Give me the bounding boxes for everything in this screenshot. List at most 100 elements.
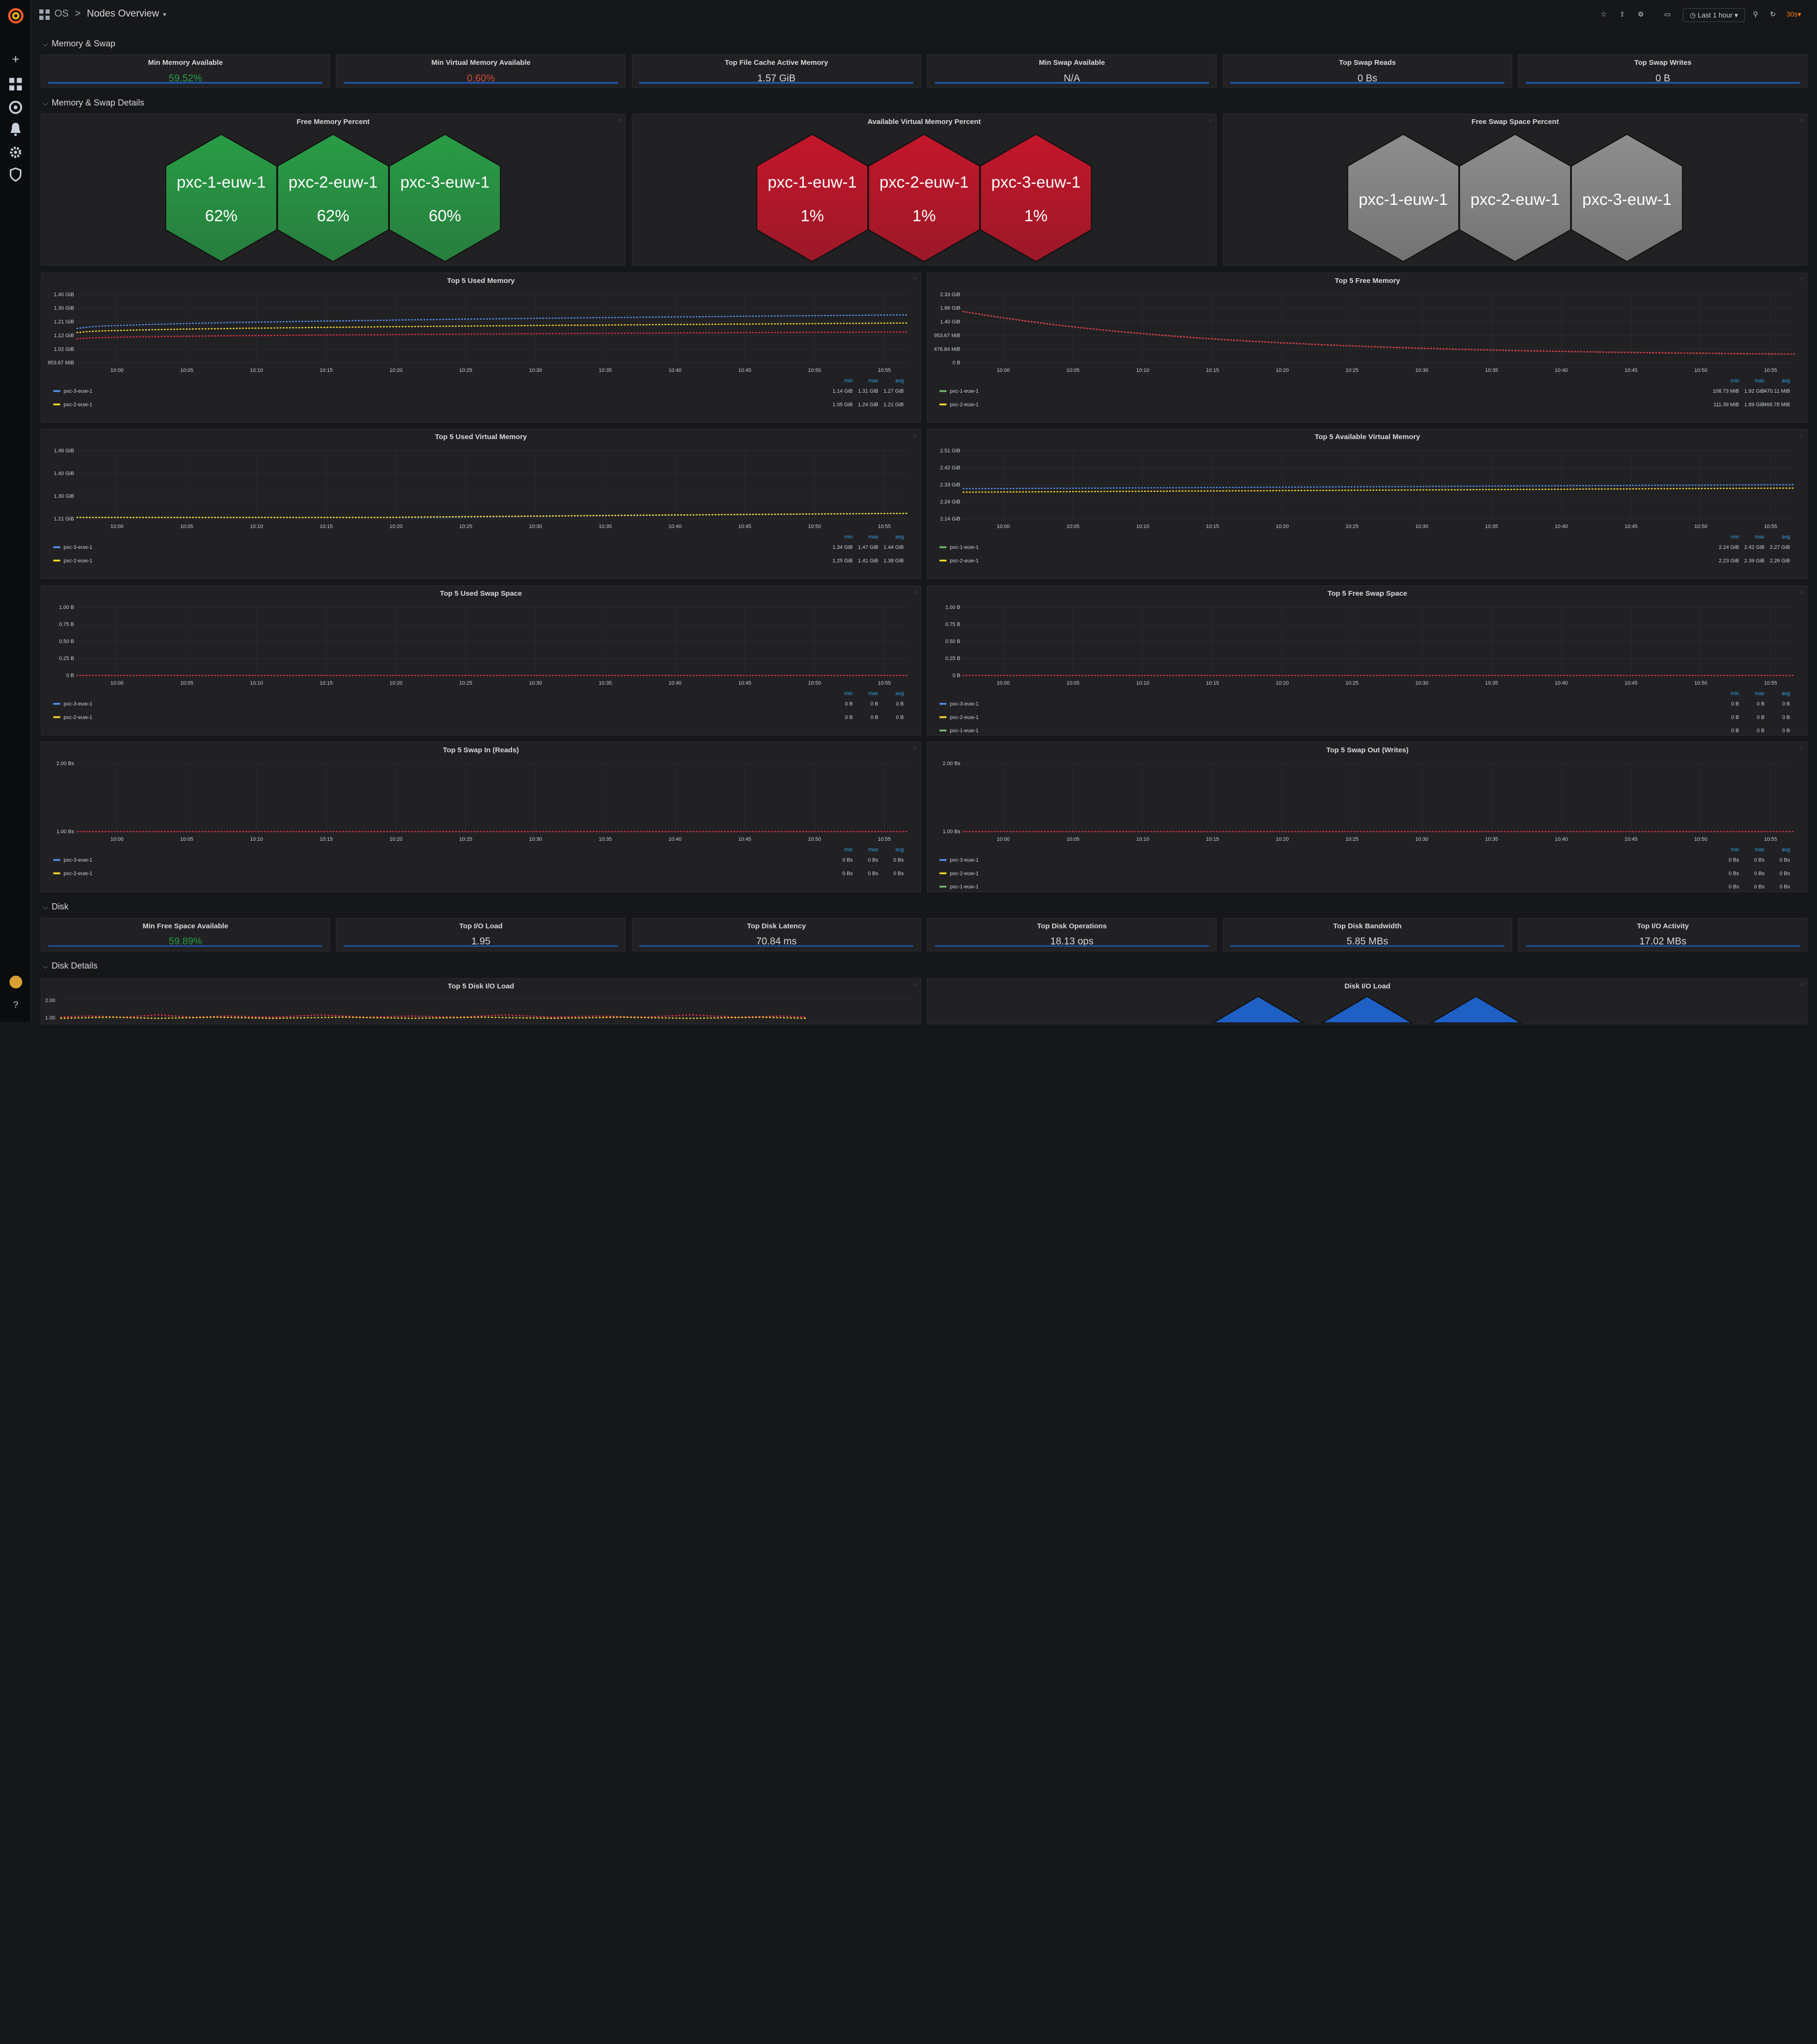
hex-panel[interactable]: Free Swap Space Percent ◌ pxc-1-euw-1 pxc-2… — [1222, 114, 1808, 265]
legend-series-name[interactable]: pxc-2-euw-1 — [950, 871, 979, 877]
legend-header[interactable]: min — [1731, 378, 1739, 384]
hex-cell[interactable] — [979, 133, 1092, 263]
hex-cell[interactable] — [1347, 133, 1460, 263]
hex-cell[interactable] — [165, 133, 278, 263]
stat-panel[interactable]: Top File Cache Active Memory 1.57 GiB — [631, 54, 921, 88]
zoom-out-icon[interactable]: ⚲ — [1753, 11, 1758, 19]
legend-header[interactable]: avg — [1782, 534, 1790, 540]
legend-series-name[interactable]: pxc-2-euw-1 — [63, 402, 92, 407]
legend-header[interactable]: avg — [895, 691, 904, 696]
legend-series-name[interactable]: pxc-2-euw-1 — [950, 402, 979, 407]
graph-panel-disk-io-load-top5[interactable]: Top 5 Disk I/O Load ◌ 2.00 1.00 — [40, 978, 921, 1024]
legend-header[interactable]: avg — [895, 847, 904, 853]
row-disk-details[interactable]: ⌵ Disk Details — [43, 960, 97, 971]
graph-panel[interactable]: Top 5 Available Virtual Memory ◌ 2.51 GiB 2… — [927, 429, 1808, 580]
refresh-icon[interactable]: ↻ — [1770, 11, 1776, 19]
legend-header[interactable]: avg — [1782, 378, 1790, 384]
graph-panel[interactable]: Top 5 Swap Out (Writes) ◌ 2.00 Bs 1.00 Bs 10… — [927, 741, 1808, 892]
legend-series-name[interactable]: pxc-1-euw-1 — [950, 728, 979, 733]
legend-header[interactable]: min — [1731, 847, 1739, 853]
legend-header[interactable]: max — [1755, 378, 1765, 384]
stat-panel[interactable]: Min Free Space Available 59.89% — [40, 917, 330, 952]
time-range-picker[interactable]: ◷ Last 1 hour ▾ — [1682, 8, 1746, 22]
plus-icon[interactable]: + — [12, 52, 19, 67]
stat-panel[interactable]: Top I/O Activity 17.02 MBs — [1518, 917, 1808, 952]
stat-panel[interactable]: Min Memory Available 59.52% — [40, 54, 330, 88]
avatar[interactable] — [9, 976, 22, 988]
graph-panel[interactable]: Top 5 Swap In (Reads) ◌ 2.00 Bs 1.00 Bs 10:0… — [40, 741, 921, 892]
tv-mode-icon[interactable]: ▭ — [1664, 11, 1671, 19]
panel-menu-icon[interactable]: ◌ — [1799, 588, 1804, 595]
grafana-logo-icon[interactable] — [7, 7, 25, 25]
legend-header[interactable]: max — [868, 691, 878, 696]
graph-panel[interactable]: Top 5 Free Memory ◌ 2.33 GiB 1.86 GiB 1.40 G… — [927, 272, 1808, 423]
shield-icon[interactable] — [8, 167, 23, 182]
gear-icon[interactable] — [8, 145, 23, 160]
legend-header[interactable]: min — [844, 847, 853, 853]
legend-header[interactable]: avg — [1782, 847, 1790, 853]
hex-cell[interactable] — [1570, 133, 1683, 263]
graph-panel[interactable]: Top 5 Used Memory ◌ 1.40 GiB 1.30 GiB 1.21 G… — [40, 272, 921, 423]
legend-series-name[interactable]: pxc-3-euw-1 — [63, 701, 92, 707]
legend-header[interactable]: min — [1731, 534, 1739, 540]
share-icon[interactable]: ⇪ — [1619, 11, 1625, 19]
legend-series-name[interactable]: pxc-2-euw-1 — [63, 714, 92, 720]
panel-menu-icon[interactable]: ◌ — [913, 981, 917, 988]
legend-series-name[interactable]: pxc-1-euw-1 — [950, 545, 979, 550]
help-icon[interactable]: ? — [13, 999, 18, 1010]
bell-icon[interactable] — [8, 122, 23, 137]
legend-series-name[interactable]: pxc-3-euw-1 — [63, 545, 92, 550]
row-memory-swap-details[interactable]: ⌵ Memory & Swap Details — [43, 97, 144, 108]
stat-panel[interactable]: Min Swap Available N/A — [927, 54, 1217, 88]
apps-grid-icon[interactable] — [39, 9, 50, 20]
legend-series-name[interactable]: pxc-3-euw-1 — [950, 858, 979, 863]
legend-header[interactable]: max — [868, 378, 878, 384]
stat-panel[interactable]: Top Swap Reads 0 Bs — [1222, 54, 1512, 88]
graph-panel[interactable]: Top 5 Used Virtual Memory ◌ 1.49 GiB 1.40 G… — [40, 429, 921, 580]
legend-series-name[interactable]: pxc-3-euw-1 — [950, 701, 979, 707]
star-icon[interactable]: ☆ — [1600, 11, 1607, 19]
legend-header[interactable]: avg — [895, 534, 904, 540]
legend-series-name[interactable]: pxc-1-euw-1 — [950, 884, 979, 890]
dashboards-icon[interactable] — [8, 77, 23, 92]
legend-header[interactable]: max — [868, 847, 878, 853]
panel-menu-icon[interactable]: ◌ — [1208, 116, 1213, 123]
legend-header[interactable]: min — [844, 534, 853, 540]
hex-cell[interactable] — [756, 133, 869, 263]
panel-menu-icon[interactable]: ◌ — [1799, 745, 1804, 752]
legend-header[interactable]: max — [1755, 691, 1765, 696]
legend-series-name[interactable]: pxc-2-euw-1 — [950, 558, 979, 564]
stat-panel[interactable]: Top Disk Bandwidth 5.85 MBs — [1222, 917, 1512, 952]
graph-panel[interactable]: Top 5 Used Swap Space ◌ 1.00 B 0.75 B 0.50 B… — [40, 585, 921, 736]
panel-menu-icon[interactable]: ◌ — [913, 275, 917, 282]
panel-menu-icon[interactable]: ◌ — [1799, 432, 1804, 439]
stat-panel[interactable]: Top Swap Writes 0 B — [1518, 54, 1808, 88]
legend-header[interactable]: avg — [895, 378, 904, 384]
explore-icon[interactable] — [8, 100, 23, 115]
chevron-down-icon[interactable]: ▼ — [161, 11, 168, 18]
legend-header[interactable]: max — [1755, 847, 1765, 853]
stat-panel[interactable]: Top Disk Operations 18.13 ops — [927, 917, 1217, 952]
hex-panel[interactable]: Available Virtual Memory Percent ◌ pxc-1-e… — [631, 114, 1217, 265]
hex-panel[interactable]: Free Memory Percent ◌ pxc-1-euw-1 62% pxc-2-… — [40, 114, 626, 265]
panel-menu-icon[interactable]: ◌ — [617, 116, 622, 123]
legend-series-name[interactable]: pxc-3-euw-1 — [63, 858, 92, 863]
legend-series-name[interactable]: pxc-3-euw-1 — [63, 388, 92, 394]
panel-menu-icon[interactable]: ◌ — [1799, 116, 1804, 123]
legend-header[interactable]: avg — [1782, 691, 1790, 696]
panel-menu-icon[interactable]: ◌ — [913, 432, 917, 439]
hex-cell[interactable] — [867, 133, 980, 263]
graph-panel[interactable]: Top 5 Free Swap Space ◌ 1.00 B 0.75 B 0.50 B… — [927, 585, 1808, 736]
legend-header[interactable]: min — [844, 691, 853, 696]
hex-cell[interactable] — [1458, 133, 1571, 263]
stat-panel[interactable]: Top I/O Load 1.95 — [336, 917, 626, 952]
legend-header[interactable]: min — [844, 378, 853, 384]
hex-panel-disk-io-load[interactable]: Disk I/O Load ◌ — [927, 978, 1808, 1024]
legend-header[interactable]: min — [1731, 691, 1739, 696]
legend-series-name[interactable]: pxc-2-euw-1 — [63, 871, 92, 877]
hex-cell[interactable] — [276, 133, 389, 263]
legend-series-name[interactable]: pxc-2-euw-1 — [950, 714, 979, 720]
breadcrumb-folder[interactable]: OS — [54, 8, 69, 19]
refresh-interval-picker[interactable]: 30s▾ — [1786, 11, 1801, 19]
row-memory-swap[interactable]: ⌵ Memory & Swap — [43, 38, 115, 49]
